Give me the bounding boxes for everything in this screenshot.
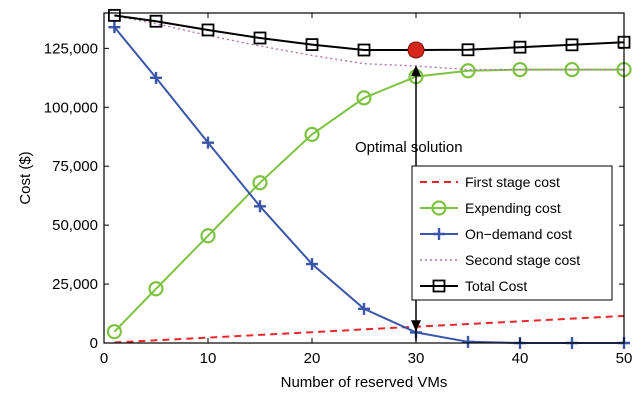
series-line-0: [114, 314, 625, 344]
legend-label-3: Second stage cost: [465, 252, 580, 268]
x-tick-label: 50: [616, 350, 633, 367]
legend-marker-2: [433, 228, 445, 240]
series-1-point: [460, 63, 476, 79]
y-tick-label: 0: [90, 335, 98, 352]
legend-label-2: On−demand cost: [465, 226, 572, 242]
series-1-point: [252, 175, 268, 191]
series-line-4: [114, 14, 625, 51]
y-tick-label: 50,000: [52, 217, 98, 234]
annotation-arrowhead-up: [411, 65, 421, 77]
series-4-point: [108, 8, 121, 22]
y-tick-label: 100,000: [44, 99, 98, 116]
series-1-point: [106, 324, 123, 340]
annotation-label: Optimal solution: [355, 139, 463, 156]
legend-label-0: First stage cost: [465, 174, 560, 190]
series-4-point: [565, 38, 579, 52]
series-line-3: [114, 15, 624, 71]
series-2-point: [306, 258, 318, 271]
series-4-point: [253, 31, 267, 45]
series-4-point: [201, 23, 215, 37]
legend: First stage cost Expending cost On−demand …: [411, 165, 613, 301]
legend-marker-4: [432, 279, 446, 293]
y-axis-label: Cost ($): [17, 151, 34, 204]
series-1-point: [356, 90, 372, 106]
x-tick-label: 40: [512, 350, 529, 367]
series-1-point: [148, 281, 164, 297]
series-4-point: [357, 43, 371, 57]
series-2-point: [254, 200, 266, 213]
x-tick-label: 20: [304, 350, 321, 367]
x-tick-label: 10: [200, 350, 217, 367]
legend-marker-1: [431, 200, 447, 216]
y-tick-label: 25,000: [52, 276, 98, 293]
y-tick-label: 125,000: [44, 40, 98, 57]
series-1-point: [200, 228, 216, 244]
series-2-point: [108, 21, 121, 34]
series-2-point: [462, 335, 474, 348]
series-1-point: [304, 126, 320, 142]
plot-frame: [103, 12, 625, 344]
series-4-point: [513, 40, 527, 54]
series-4-point: [461, 43, 475, 57]
series-2-point: [358, 302, 370, 315]
series-2-point: [150, 71, 162, 84]
series-line-1: [113, 68, 624, 333]
series-4-point: [305, 38, 319, 51]
series-4-point: [149, 14, 163, 28]
series-2-point: [202, 136, 214, 149]
legend-label-4: Total Cost: [465, 278, 527, 294]
legend-label-1: Expending cost: [465, 200, 561, 216]
optimal-point: [407, 41, 425, 59]
y-tick-label: 75,000: [52, 158, 98, 175]
x-tick-label: 0: [100, 350, 108, 367]
x-tick-label: 30: [408, 350, 425, 367]
x-axis-label: Number of reserved VMs: [281, 374, 448, 391]
annotation-arrowhead-down: [411, 320, 421, 332]
